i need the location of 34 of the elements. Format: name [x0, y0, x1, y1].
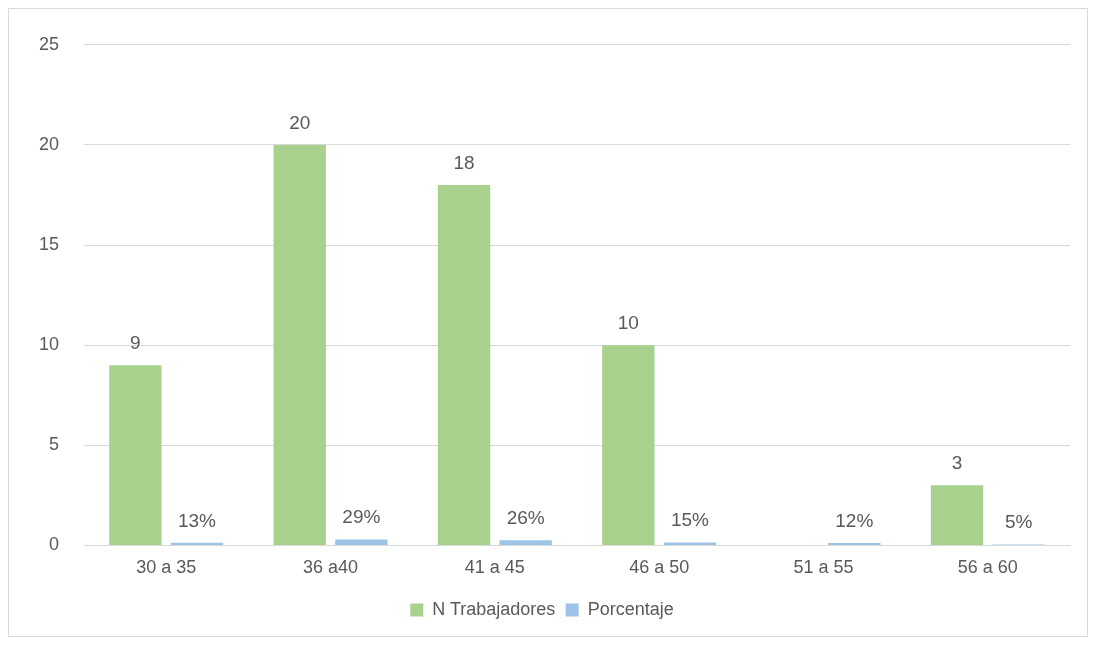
y-tick-label: 25 — [38, 33, 60, 54]
y-tick-label: 15 — [38, 234, 60, 255]
bar — [170, 542, 224, 545]
bar — [335, 539, 388, 545]
bar — [499, 540, 552, 545]
x-tick-label: 51 a 55 — [793, 557, 854, 578]
data-label: 12% — [835, 509, 874, 531]
data-label: 3 — [951, 452, 963, 474]
bar — [930, 485, 984, 545]
x-tick-label: 56 a 60 — [957, 557, 1018, 578]
legend-label: N Trabajadores — [432, 598, 556, 619]
y-tick-label: 0 — [49, 534, 60, 555]
data-label: 5% — [1004, 511, 1033, 533]
data-label: 9 — [130, 331, 141, 353]
x-tick-label: 46 a 50 — [629, 557, 690, 578]
data-label: 26% — [506, 506, 545, 528]
data-label: 18 — [453, 151, 475, 173]
data-label: 13% — [177, 509, 217, 531]
bar — [437, 184, 491, 545]
data-label: 15% — [670, 509, 710, 531]
data-label: 29% — [342, 506, 381, 528]
legend-label: Porcentaje — [587, 598, 674, 619]
bar — [273, 144, 326, 545]
x-tick-label: 41 a 45 — [464, 557, 525, 578]
bar — [109, 365, 162, 545]
y-tick-label: 10 — [38, 334, 60, 355]
x-tick-label: 36 a40 — [302, 557, 359, 578]
bar — [663, 542, 717, 545]
bar — [602, 345, 655, 545]
y-tick-label: 20 — [38, 133, 60, 154]
x-tick-label: 30 a 35 — [136, 557, 197, 578]
y-tick-label: 5 — [49, 434, 60, 455]
data-label: 20 — [289, 111, 311, 133]
data-label: 10 — [617, 311, 639, 333]
